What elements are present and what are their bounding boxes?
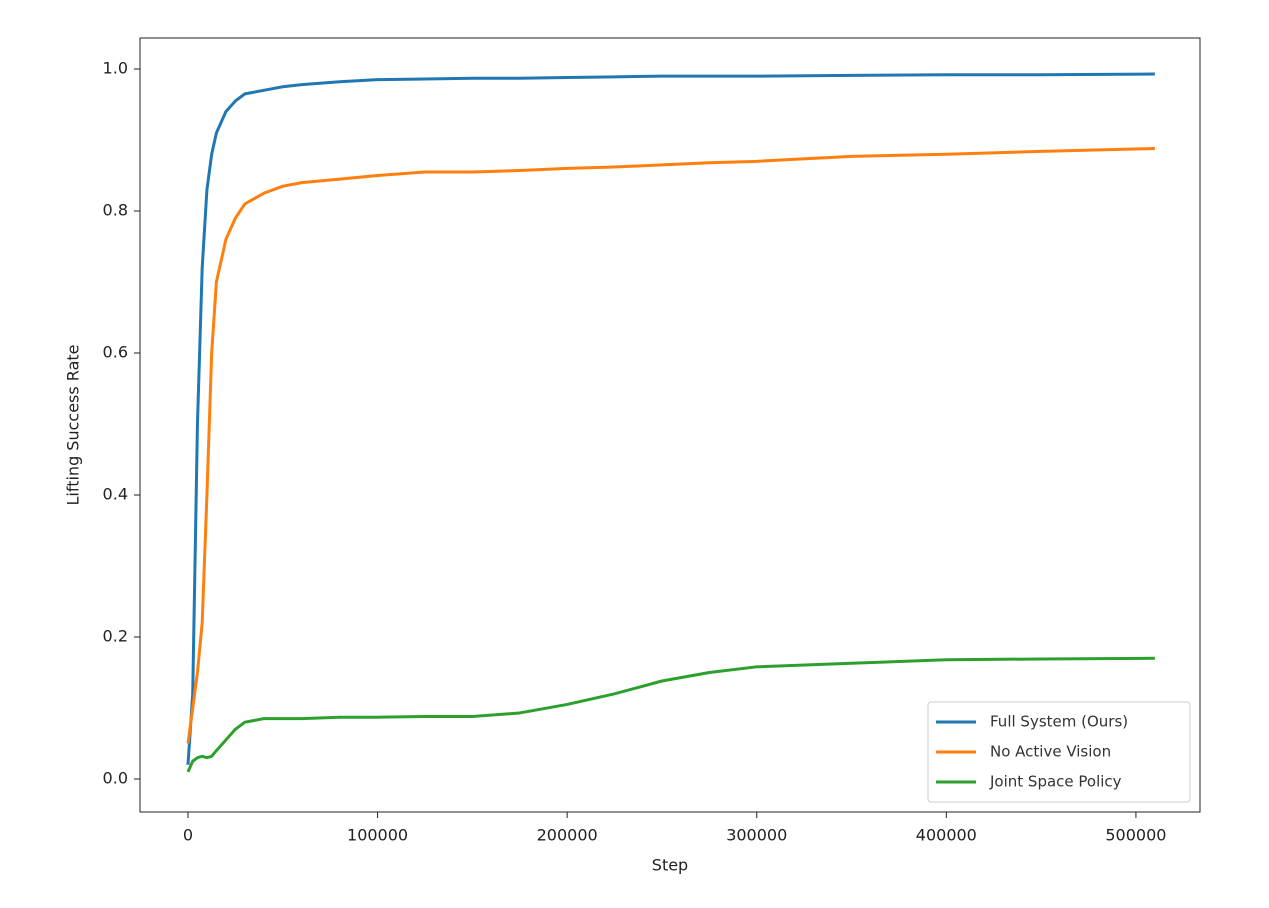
series-line xyxy=(186,656,1155,773)
y-tick-label: 0.8 xyxy=(103,201,128,220)
x-tick-label: 300000 xyxy=(726,826,787,845)
y-tick-label: 0.6 xyxy=(103,343,128,362)
x-axis-label: Step xyxy=(652,856,688,875)
y-tick-label: 1.0 xyxy=(103,59,128,78)
legend-label: Joint Space Policy xyxy=(989,773,1122,791)
y-tick-label: 0.2 xyxy=(103,626,128,645)
legend-box xyxy=(927,701,1191,803)
series-line xyxy=(186,72,1155,765)
legend-label: No Active Vision xyxy=(990,743,1111,761)
x-tick-label: 100000 xyxy=(347,826,408,845)
series-line xyxy=(186,147,1155,744)
x-tick-label: 0 xyxy=(183,826,193,845)
y-axis-label: Lifting Success Rate xyxy=(64,345,83,506)
plot-frame xyxy=(139,37,1201,813)
legend-label: Full System (Ours) xyxy=(990,713,1128,731)
y-tick-label: 0.0 xyxy=(103,768,128,787)
x-tick-label: 400000 xyxy=(916,826,977,845)
x-tick-label: 200000 xyxy=(537,826,598,845)
y-tick-label: 0.4 xyxy=(103,485,128,504)
x-tick-label: 500000 xyxy=(1105,826,1166,845)
